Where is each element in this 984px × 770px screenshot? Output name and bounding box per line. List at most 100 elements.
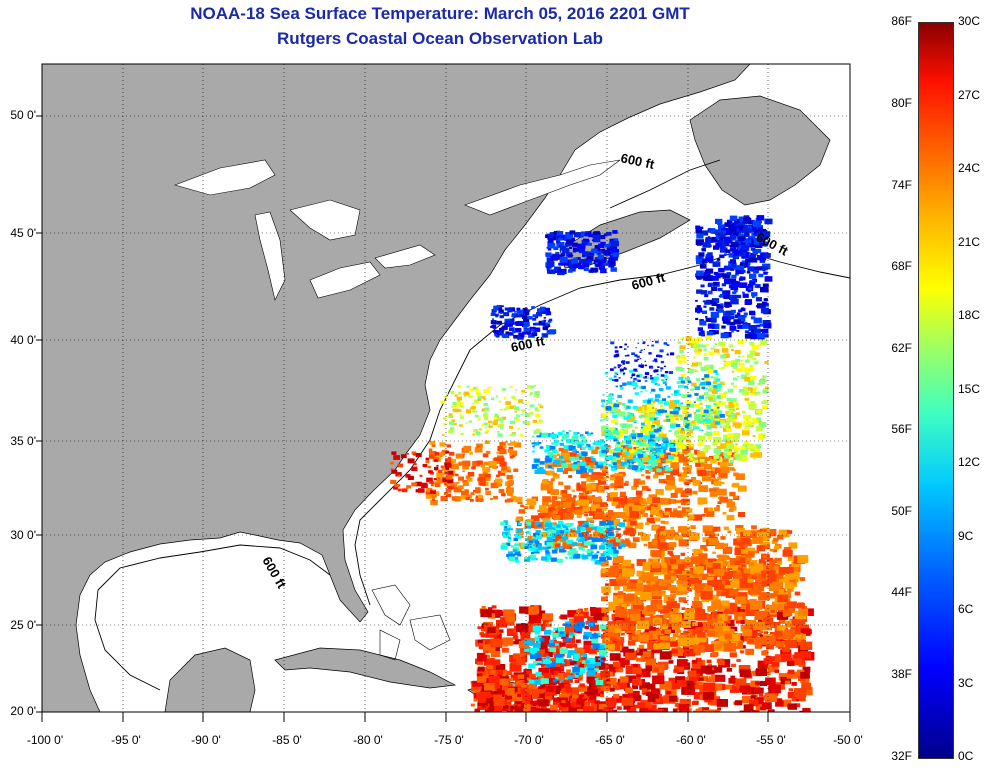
sst-pixel (492, 458, 501, 464)
sst-pixel (744, 333, 752, 339)
sst-pixel (700, 591, 713, 600)
sst-pixel (707, 252, 713, 257)
sst-pixel (755, 426, 763, 431)
sst-pixel (545, 559, 549, 562)
sst-pixel (799, 628, 811, 636)
sst-pixel (572, 667, 580, 673)
sst-pixel (693, 597, 700, 601)
sst-pixel (694, 634, 707, 643)
sst-pixel (763, 650, 769, 654)
sst-pixel (573, 653, 580, 659)
sst-pixel (727, 412, 731, 415)
sst-pixel (691, 556, 703, 564)
sst-pixel (713, 431, 720, 436)
sst-pixel (574, 507, 578, 510)
sst-pixel (534, 394, 539, 398)
sst-pixel (695, 239, 705, 245)
sst-pixel (755, 579, 766, 587)
sst-pixel (743, 312, 748, 316)
sst-pixel (537, 544, 541, 547)
sst-pixel (548, 507, 555, 512)
sst-pixel (654, 380, 657, 382)
sst-pixel (712, 611, 718, 615)
sst-pixel (643, 543, 648, 547)
sst-pixel (520, 535, 524, 539)
sst-pixel (711, 298, 720, 304)
sst-pixel (750, 601, 763, 610)
sst-pixel (565, 528, 569, 530)
sst-pixel (623, 482, 629, 486)
sst-pixel (729, 326, 737, 331)
sst-pixel (686, 342, 689, 345)
sst-pixel (759, 259, 766, 263)
sst-pixel (624, 435, 627, 438)
sst-pixel (688, 430, 694, 434)
sst-pixel (605, 455, 613, 461)
sst-pixel (579, 611, 589, 619)
sst-pixel (580, 468, 587, 473)
sst-pixel (663, 481, 667, 484)
sst-pixel (531, 435, 535, 438)
sst-pixel (724, 684, 732, 690)
sst-pixel (724, 561, 731, 566)
sst-pixel (739, 669, 751, 678)
sst-pixel (563, 550, 567, 553)
sst-pixel (756, 285, 760, 288)
sst-pixel (672, 633, 679, 638)
sst-pixel (695, 657, 702, 662)
sst-pixel (707, 369, 714, 374)
sst-pixel (733, 319, 741, 325)
sst-pixel (474, 708, 480, 712)
sst-pixel (604, 466, 609, 469)
sst-pixel (618, 498, 628, 505)
sst-pixel (586, 476, 594, 482)
sst-pixel (603, 432, 608, 436)
sst-pixel (552, 437, 555, 439)
sst-pixel (721, 345, 725, 348)
sst-pixel (425, 490, 432, 495)
sst-pixel (607, 520, 614, 525)
sst-pixel (658, 454, 665, 458)
sst-pixel (622, 429, 628, 433)
sst-pixel (501, 387, 503, 389)
sst-pixel (748, 414, 751, 417)
sst-pixel (619, 491, 626, 496)
sst-pixel (666, 418, 671, 422)
sst-pixel (440, 451, 446, 456)
sst-pixel (492, 465, 497, 469)
sst-pixel (558, 269, 563, 273)
sst-pixel (623, 593, 635, 602)
sst-pixel (642, 562, 655, 571)
sst-pixel (755, 550, 759, 554)
sst-pixel (753, 452, 762, 458)
sst-pixel (802, 707, 811, 712)
sst-pixel (720, 536, 726, 540)
sst-pixel (639, 511, 645, 515)
sst-pixel (776, 612, 789, 620)
sst-pixel (576, 482, 581, 486)
sst-pixel (529, 404, 534, 408)
sst-pixel (585, 431, 589, 434)
sst-pixel (649, 514, 653, 517)
sst-pixel (706, 331, 713, 336)
sst-pixel (556, 558, 563, 563)
sst-pixel (751, 330, 755, 333)
sst-pixel (614, 479, 624, 486)
sst-pixel (628, 542, 637, 549)
sst-pixel (512, 641, 517, 645)
sst-pixel (444, 417, 447, 420)
sst-pixel (595, 262, 598, 265)
sst-pixel (448, 421, 455, 425)
sst-pixel (598, 243, 605, 248)
sst-pixel (785, 567, 794, 573)
sst-pixel (598, 265, 605, 270)
sst-pixel (649, 434, 656, 439)
sst-pixel (638, 634, 649, 643)
sst-pixel (481, 423, 485, 426)
sst-pixel (745, 339, 748, 342)
sst-pixel (788, 688, 794, 692)
sst-pixel (434, 482, 441, 487)
sst-pixel (763, 322, 772, 329)
sst-pixel (542, 529, 546, 532)
sst-pixel (446, 415, 449, 417)
